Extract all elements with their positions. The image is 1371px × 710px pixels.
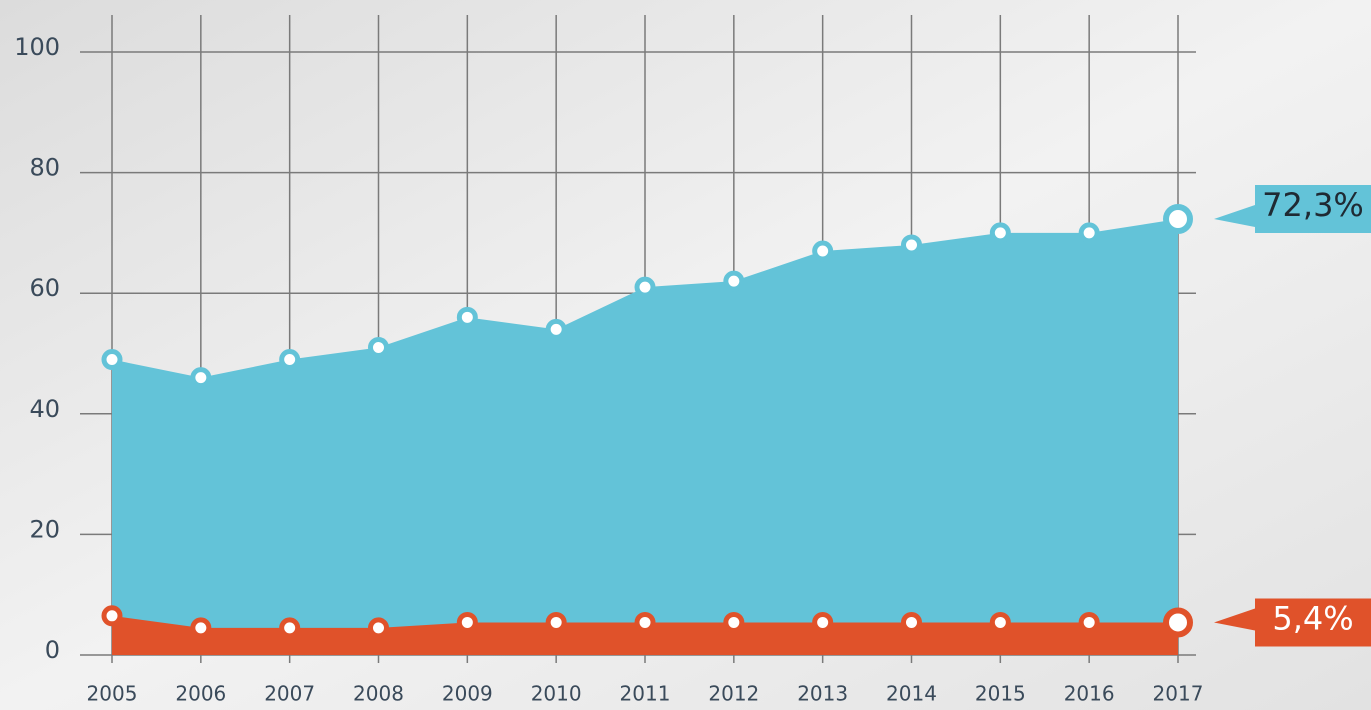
point — [1081, 225, 1097, 241]
point — [992, 225, 1008, 241]
point — [193, 370, 209, 386]
x-tick-label: 2006 — [175, 682, 226, 706]
point — [815, 614, 831, 630]
point — [726, 614, 742, 630]
point — [459, 309, 475, 325]
point — [637, 614, 653, 630]
point — [104, 352, 120, 368]
x-tick-label: 2010 — [531, 682, 582, 706]
x-tick-label: 2013 — [797, 682, 848, 706]
point — [726, 273, 742, 289]
x-tick-label: 2005 — [87, 682, 138, 706]
point — [637, 279, 653, 295]
x-tick-label: 2008 — [353, 682, 404, 706]
point — [1081, 614, 1097, 630]
y-tick-label: 0 — [45, 636, 60, 664]
point — [371, 620, 387, 636]
y-tick-label: 100 — [14, 33, 60, 61]
x-tick-label: 2016 — [1064, 682, 1115, 706]
value-label: 5,4% — [1272, 599, 1353, 637]
point — [459, 614, 475, 630]
point — [904, 614, 920, 630]
point — [992, 614, 1008, 630]
x-tick-label: 2009 — [442, 682, 493, 706]
x-tick-label: 2015 — [975, 682, 1026, 706]
value-label: 72,3% — [1262, 186, 1364, 224]
y-tick-label: 60 — [29, 274, 60, 302]
x-tick-label: 2012 — [708, 682, 759, 706]
point — [282, 620, 298, 636]
point — [815, 243, 831, 259]
point — [548, 321, 564, 337]
page: 0 20 40 60 80 100 2005 2006 2007 2008 2009 2010 2011… — [0, 0, 1371, 710]
chart: 0 20 40 60 80 100 2005 2006 2007 2008 2009 2010 2011… — [0, 0, 1371, 710]
y-tick-label: 80 — [29, 154, 60, 182]
x-tick-label: 2011 — [620, 682, 671, 706]
y-tick-label: 20 — [29, 515, 60, 543]
point — [904, 237, 920, 253]
point — [371, 339, 387, 355]
point — [104, 608, 120, 624]
point — [193, 620, 209, 636]
point — [1166, 207, 1190, 231]
y-tick-label: 40 — [29, 395, 60, 423]
x-tick-label: 2007 — [264, 682, 315, 706]
point — [282, 352, 298, 368]
x-tick-label: 2014 — [886, 682, 937, 706]
point — [548, 614, 564, 630]
point — [1166, 610, 1190, 634]
x-tick-label: 2017 — [1153, 682, 1204, 706]
